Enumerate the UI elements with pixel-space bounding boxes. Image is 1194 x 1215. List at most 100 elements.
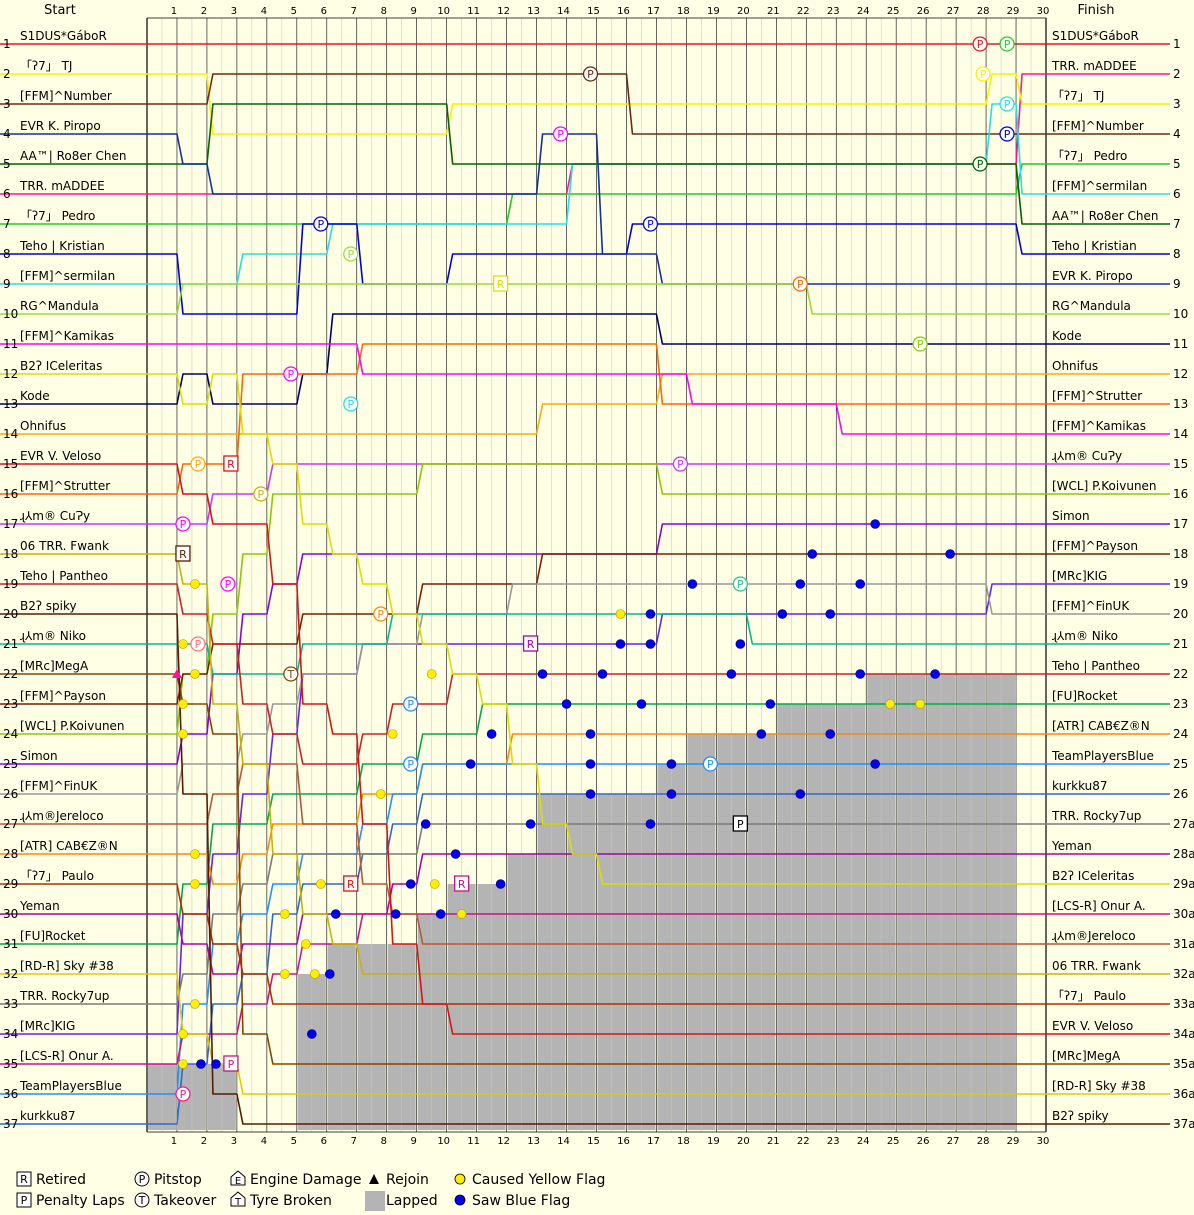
position-number-right: 5 bbox=[1173, 157, 1181, 171]
position-number-left: 21 bbox=[3, 637, 18, 651]
position-number-left: 9 bbox=[3, 277, 11, 291]
start-driver-label: TeamPlayersBlue bbox=[19, 1079, 122, 1093]
position-number-right: 32a bbox=[1173, 967, 1194, 981]
position-number-right: 20 bbox=[1173, 607, 1188, 621]
blue-flag-marker bbox=[765, 699, 776, 709]
start-driver-label: [WCL] P.Koivunen bbox=[20, 719, 125, 733]
lap-number-bottom: 14 bbox=[557, 1136, 570, 1147]
position-number-right: 6 bbox=[1173, 187, 1181, 201]
lap-number-top: 30 bbox=[1037, 6, 1050, 17]
lap-number-top: 14 bbox=[557, 6, 570, 17]
pitstop-marker-glyph: P bbox=[377, 608, 384, 621]
legend-swatch-glyph: P bbox=[139, 1173, 146, 1186]
series-line bbox=[0, 463, 1170, 1035]
start-driver-label: EVR K. Piropo bbox=[20, 119, 101, 133]
pitstop-marker bbox=[343, 396, 359, 412]
lap-number-bottom: 25 bbox=[887, 1136, 900, 1147]
pitstop-marker-glyph: P bbox=[407, 758, 414, 771]
legend-label: Rejoin bbox=[386, 1172, 429, 1188]
legend-swatch bbox=[134, 1171, 150, 1187]
lap-number-bottom: 9 bbox=[411, 1136, 417, 1147]
yellow-flag-marker bbox=[178, 1029, 188, 1039]
legend-swatch-glyph: R bbox=[20, 1173, 28, 1186]
blue-flag-marker bbox=[561, 699, 572, 709]
finish-driver-label: [FFM]^Kamikas bbox=[1052, 419, 1146, 433]
pitstop-marker-glyph: P bbox=[1004, 98, 1011, 111]
position-number-right: 15 bbox=[1173, 457, 1188, 471]
lap-number-bottom: 4 bbox=[261, 1136, 267, 1147]
pitstop-marker-glyph: P bbox=[195, 458, 202, 471]
pitstop-marker-glyph: P bbox=[1004, 38, 1011, 51]
pitstop-marker-glyph: P bbox=[195, 638, 202, 651]
start-driver-label: Yeman bbox=[19, 899, 60, 913]
lap-number-top: 17 bbox=[647, 6, 660, 17]
blue-flag-marker bbox=[537, 669, 548, 679]
lap-number-bottom: 27 bbox=[947, 1136, 960, 1147]
yellow-flag-marker bbox=[885, 699, 895, 709]
position-number-right: 28a bbox=[1173, 847, 1194, 861]
position-number-right: 3 bbox=[1173, 97, 1181, 111]
pitstop-marker bbox=[999, 126, 1015, 142]
pitstop-marker bbox=[552, 126, 569, 142]
position-number-left: 4 bbox=[3, 127, 11, 141]
blue-flag-marker bbox=[420, 819, 431, 829]
position-number-right: 16 bbox=[1173, 487, 1188, 501]
retired-marker-glyph: R bbox=[497, 278, 505, 291]
lap-number-top: 20 bbox=[737, 6, 750, 17]
pitstop-marker bbox=[999, 96, 1015, 112]
start-driver-label: [FFM]^FinUK bbox=[20, 779, 98, 793]
pitstop-marker bbox=[999, 36, 1015, 52]
yellow-flag-marker bbox=[190, 579, 200, 589]
start-driver-label: TRR. mADDEE bbox=[19, 179, 105, 193]
pitstop-marker bbox=[403, 756, 419, 772]
lap-number-bottom: 16 bbox=[617, 1136, 630, 1147]
rejoin-marker bbox=[171, 669, 182, 678]
blue-flag-marker bbox=[930, 669, 940, 679]
lap-number-bottom: 12 bbox=[497, 1136, 510, 1147]
lap-number-bottom: 19 bbox=[707, 1136, 720, 1147]
lap-number-bottom: 3 bbox=[231, 1136, 237, 1147]
start-driver-label: [FFM]^Payson bbox=[20, 689, 106, 703]
lap-number-bottom: 8 bbox=[381, 1136, 387, 1147]
position-number-right: 18 bbox=[1173, 547, 1188, 561]
retired-marker-glyph: R bbox=[527, 638, 535, 651]
legend-label: Saw Blue Flag bbox=[472, 1193, 570, 1209]
lap-number-bottom: 23 bbox=[827, 1136, 840, 1147]
lap-number-bottom: 17 bbox=[647, 1136, 660, 1147]
pitstop-marker-glyph: P bbox=[258, 488, 265, 501]
pitstop-marker-glyph: P bbox=[288, 368, 295, 381]
position-number-right: 37a bbox=[1173, 1117, 1194, 1131]
position-number-right: 12 bbox=[1173, 367, 1188, 381]
blue-flag-marker bbox=[645, 639, 656, 649]
finish-driver-label: kurkku87 bbox=[1052, 779, 1108, 793]
pitstop-marker-glyph: P bbox=[977, 158, 984, 171]
lap-number-top: 11 bbox=[467, 6, 480, 17]
series-line bbox=[0, 163, 1170, 225]
position-number-left: 10 bbox=[3, 307, 18, 321]
blue-flag-marker bbox=[855, 579, 866, 589]
start-driver-label: ɻ⅄m®Jereloco bbox=[20, 809, 104, 823]
yellow-flag-marker bbox=[190, 999, 200, 1009]
penalty-marker-glyph: P bbox=[737, 818, 744, 831]
lap-number-top: 3 bbox=[231, 6, 237, 17]
series-line bbox=[0, 313, 1170, 405]
takeover-marker bbox=[283, 666, 299, 682]
finish-driver-label: [FU]Rocket bbox=[1052, 689, 1118, 703]
legend-swatch bbox=[230, 1191, 246, 1207]
position-number-right: 11 bbox=[1173, 337, 1188, 351]
blue-flag-marker bbox=[870, 759, 880, 769]
pitstop-marker-glyph: P bbox=[557, 128, 564, 141]
pitstop-marker-glyph: P bbox=[1004, 128, 1011, 141]
start-driver-label: Kode bbox=[20, 389, 50, 403]
finish-driver-label: [FFM]^Payson bbox=[1052, 539, 1138, 553]
finish-driver-label: [MRc]KIG bbox=[1052, 569, 1107, 583]
lap-number-top: 27 bbox=[947, 6, 960, 17]
start-driver-label: [MRc]KIG bbox=[20, 1019, 75, 1033]
lap-number-top: 10 bbox=[437, 6, 450, 17]
blue-flag-marker bbox=[486, 729, 497, 739]
pitstop-marker bbox=[220, 576, 236, 592]
position-number-left: 27 bbox=[3, 817, 18, 831]
blue-flag-marker bbox=[390, 909, 401, 919]
pitstop-marker bbox=[373, 606, 389, 622]
